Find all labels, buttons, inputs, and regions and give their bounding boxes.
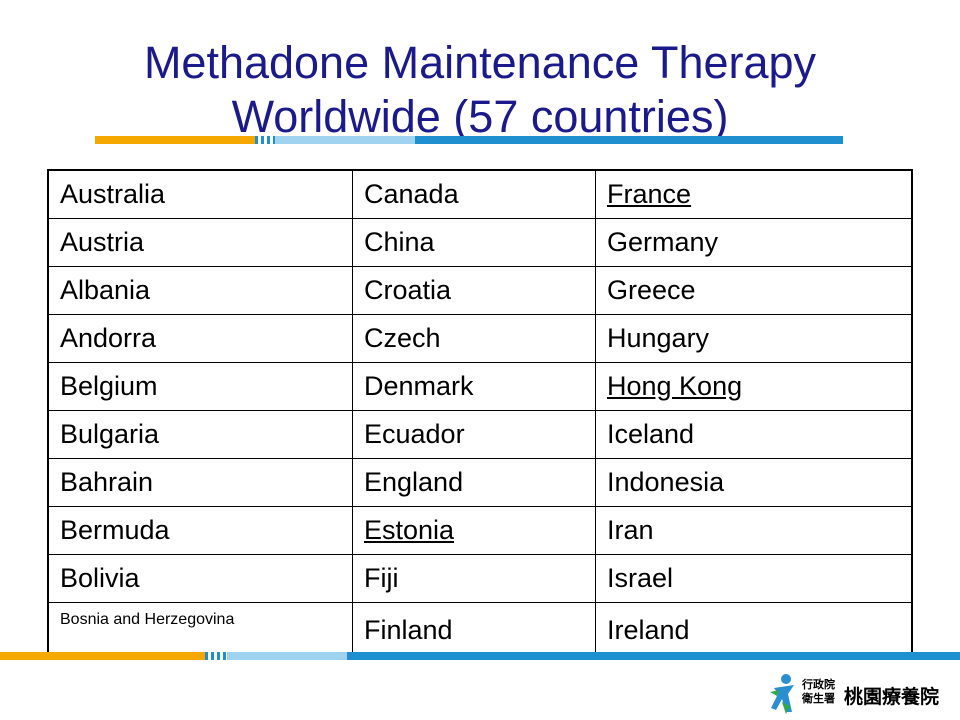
- table-row: Bermuda Estonia Iran: [47, 506, 913, 555]
- logo-agency-text: 行政院 衛生署: [802, 678, 835, 705]
- countries-table: Australia Canada France Austria China Germany…: [47, 169, 913, 660]
- country-cell: Hungary: [595, 314, 913, 363]
- table-row: Albania Croatia Greece: [47, 266, 913, 315]
- country-cell: Austria: [47, 218, 353, 267]
- title-line-2: Worldwide (57 countries): [231, 91, 729, 142]
- table-row: Austria China Germany: [47, 218, 913, 267]
- country-cell: Iceland: [595, 410, 913, 459]
- country-cell: Fiji: [352, 554, 596, 603]
- country-cell: Bolivia: [47, 554, 353, 603]
- country-cell: Ecuador: [352, 410, 596, 459]
- country-cell: Canada: [352, 169, 596, 219]
- country-cell: Iran: [595, 506, 913, 555]
- country-cell: Estonia: [352, 506, 596, 555]
- country-cell: Ireland: [595, 602, 913, 660]
- country-cell: Bermuda: [47, 506, 353, 555]
- country-cell: Bosnia and Herzegovina: [47, 602, 353, 660]
- table-row: Bahrain England Indonesia: [47, 458, 913, 507]
- country-cell: Bulgaria: [47, 410, 353, 459]
- country-cell: Indonesia: [595, 458, 913, 507]
- country-cell: Denmark: [352, 362, 596, 411]
- table-row: Bulgaria Ecuador Iceland: [47, 410, 913, 459]
- country-cell: Albania: [47, 266, 353, 315]
- country-cell: Czech: [352, 314, 596, 363]
- title-line-1: Methadone Maintenance Therapy: [143, 37, 817, 88]
- country-cell: China: [352, 218, 596, 267]
- country-cell: Hong Kong: [595, 362, 913, 411]
- table-row: Bolivia Fiji Israel: [47, 554, 913, 603]
- country-cell: France: [595, 169, 913, 219]
- country-cell: Finland: [352, 602, 596, 660]
- logo-name: 桃園療養院: [844, 686, 940, 708]
- table-row: Andorra Czech Hungary: [47, 314, 913, 363]
- country-cell: Bahrain: [47, 458, 353, 507]
- country-cell: England: [352, 458, 596, 507]
- table-row: Australia Canada France: [47, 169, 913, 219]
- country-cell: Australia: [47, 169, 353, 219]
- country-cell: Greece: [595, 266, 913, 315]
- country-cell: Germany: [595, 218, 913, 267]
- country-cell: Israel: [595, 554, 913, 603]
- table-row: Bosnia and Herzegovina Finland Ireland: [47, 602, 913, 660]
- country-cell: Belgium: [47, 362, 353, 411]
- figure-logo-icon: [770, 674, 794, 714]
- country-cell: Croatia: [352, 266, 596, 315]
- organization-logo: 行政院 衛生署 桃園療養院: [768, 672, 950, 716]
- country-cell: Andorra: [47, 314, 353, 363]
- slide-title: Methadone Maintenance Therapy Worldwide …: [0, 36, 960, 144]
- table-row: Belgium Denmark Hong Kong: [47, 362, 913, 411]
